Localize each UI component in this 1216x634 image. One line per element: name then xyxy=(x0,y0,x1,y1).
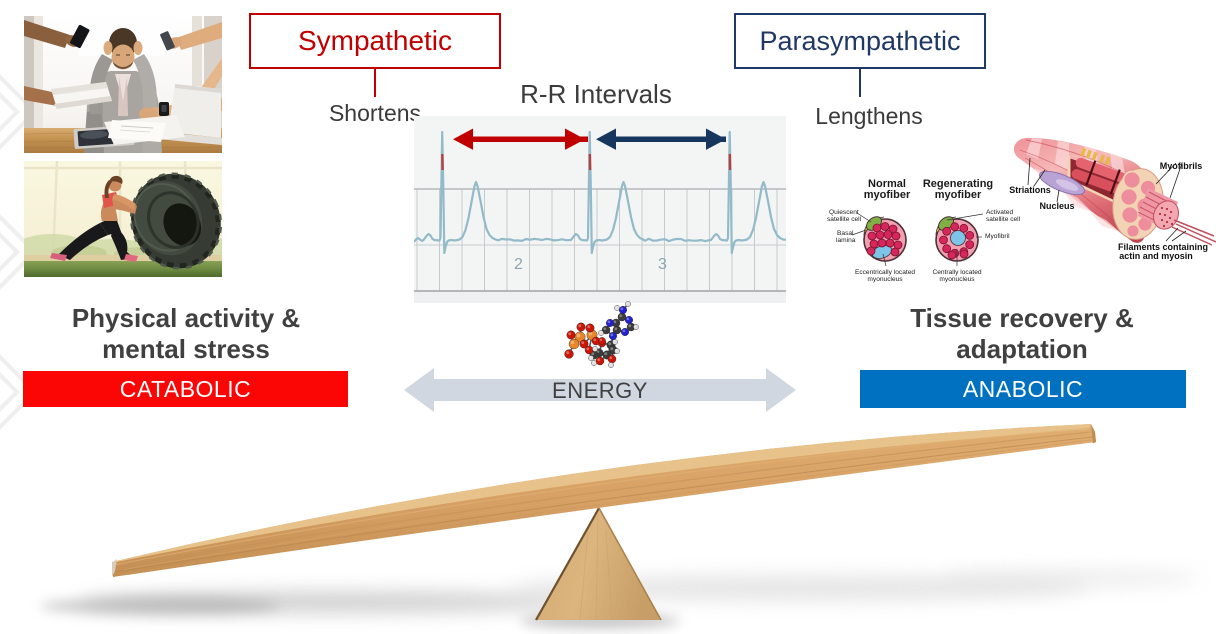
svg-text:Filaments containing: Filaments containing xyxy=(1118,242,1208,252)
svg-text:Nucleus: Nucleus xyxy=(1039,201,1074,211)
svg-text:satellite cell: satellite cell xyxy=(827,216,862,223)
svg-text:Activated: Activated xyxy=(986,209,1013,216)
svg-text:2: 2 xyxy=(514,256,523,273)
svg-text:lamina: lamina xyxy=(836,237,856,244)
svg-text:Regenerating: Regenerating xyxy=(923,178,993,190)
svg-text:Striations: Striations xyxy=(1009,185,1051,195)
svg-text:myofiber: myofiber xyxy=(935,189,982,201)
svg-text:Basal: Basal xyxy=(837,230,854,237)
svg-text:myofiber: myofiber xyxy=(864,189,911,201)
svg-text:Eccentrically located: Eccentrically located xyxy=(855,269,915,276)
svg-text:Quiescent: Quiescent xyxy=(829,209,859,216)
svg-text:Centrally located: Centrally located xyxy=(932,269,981,276)
svg-text:Myofibril: Myofibril xyxy=(985,233,1010,240)
svg-text:myonucleus: myonucleus xyxy=(867,276,903,283)
svg-text:3: 3 xyxy=(658,256,667,273)
svg-text:Normal: Normal xyxy=(868,178,906,190)
svg-text:actin and myosin: actin and myosin xyxy=(1119,251,1193,261)
svg-text:myonucleus: myonucleus xyxy=(939,276,975,283)
svg-text:ENERGY: ENERGY xyxy=(552,378,648,403)
svg-text:satellite cell: satellite cell xyxy=(986,216,1021,223)
